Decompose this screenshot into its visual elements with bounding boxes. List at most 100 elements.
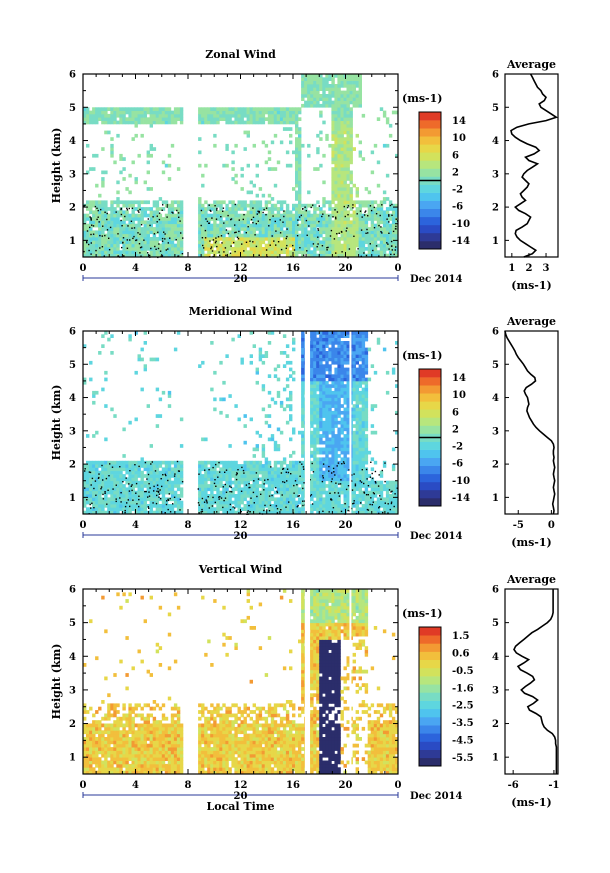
heatmap-cell <box>388 243 393 248</box>
heatmap-cell <box>240 207 244 211</box>
heatmap-cell <box>249 477 253 482</box>
heatmap-cell <box>343 243 347 248</box>
heatmap-cell <box>231 467 235 472</box>
heatmap-cell <box>225 243 229 248</box>
heatmap-cell <box>298 133 302 138</box>
heatmap-cell <box>261 107 266 111</box>
heatmap-cell <box>119 460 123 465</box>
heatmap-cell <box>316 347 320 352</box>
heatmap-cell <box>210 203 214 208</box>
heatmap-cell <box>101 200 105 205</box>
heatmap-cell <box>243 237 247 241</box>
heatmap-cell <box>246 240 250 245</box>
heatmap-cell <box>149 444 153 448</box>
heatmap-cell <box>198 497 202 502</box>
zero-contour-mark <box>252 216 255 218</box>
heatmap-cell <box>198 233 202 238</box>
heatmap-cell <box>346 160 350 165</box>
heatmap-cell <box>228 223 232 228</box>
heatmap-cell <box>276 477 281 482</box>
heatmap-cell <box>355 103 359 108</box>
heatmap-cell <box>167 460 172 465</box>
heatmap-cell <box>325 394 329 398</box>
heatmap-cell <box>264 213 269 218</box>
heatmap-cell <box>301 417 305 422</box>
zero-contour-mark <box>378 224 380 227</box>
heatmap-cell <box>298 510 302 515</box>
heatmap-cell <box>352 87 356 91</box>
heatmap-cell <box>337 470 341 475</box>
heatmap-cell <box>95 247 99 251</box>
zero-contour-mark <box>200 224 202 227</box>
heatmap-cell <box>122 157 126 161</box>
heatmap-cell <box>179 213 184 218</box>
heatmap-cell <box>83 380 87 385</box>
heatmap-cell <box>173 207 178 211</box>
heatmap-cell <box>298 197 302 201</box>
heatmap-cell <box>334 230 338 235</box>
heatmap-cell <box>95 213 99 218</box>
heatmap-cell <box>122 167 126 171</box>
heatmap-cell <box>240 227 244 231</box>
heatmap-cell <box>334 354 338 358</box>
heatmap-cell <box>334 397 338 402</box>
y-tick-label: 2 <box>69 203 76 214</box>
heatmap-cell <box>331 344 335 348</box>
zero-contour-mark <box>252 241 254 243</box>
heatmap-cell <box>279 120 284 125</box>
heatmap-cell <box>310 103 314 108</box>
heatmap-cell <box>295 127 299 131</box>
heatmap-cell <box>243 243 247 248</box>
heatmap-cell <box>213 217 217 221</box>
heatmap-cell <box>337 437 341 442</box>
heatmap-cell <box>164 504 169 508</box>
heatmap-cell <box>340 163 344 168</box>
heatmap-cell <box>164 223 169 228</box>
heatmap-cell <box>337 147 341 151</box>
zero-contour-mark <box>227 214 229 217</box>
heatmap-cell <box>143 480 147 485</box>
heatmap-cell <box>249 510 253 515</box>
heatmap-cell <box>110 253 114 258</box>
heatmap-cell <box>379 247 384 251</box>
zero-contour-mark <box>286 235 288 238</box>
heatmap-cell <box>170 227 175 231</box>
heatmap-cell <box>240 117 244 121</box>
heatmap-cell <box>382 210 387 215</box>
zero-contour-mark <box>275 244 277 246</box>
heatmap-cell <box>346 444 350 448</box>
heatmap-cell <box>298 107 302 111</box>
heatmap-cell <box>276 233 281 238</box>
heatmap-cell <box>219 480 223 485</box>
heatmap-cell <box>298 223 302 228</box>
heatmap-cell <box>252 470 256 475</box>
heatmap-cell <box>298 163 302 168</box>
heatmap-cell <box>322 480 326 485</box>
heatmap-cell <box>110 477 114 482</box>
heatmap-cell <box>391 110 396 115</box>
heatmap-cell <box>385 223 390 228</box>
heatmap-cell <box>313 84 317 88</box>
heatmap-cell <box>131 110 135 115</box>
heatmap-cell <box>131 484 135 488</box>
heatmap-cell <box>337 137 341 141</box>
heatmap-cell <box>346 217 350 221</box>
heatmap-cell <box>249 200 253 205</box>
heatmap-cell <box>334 153 338 158</box>
heatmap-cell <box>334 390 338 395</box>
zero-contour-mark <box>296 235 299 237</box>
heatmap-cell <box>349 243 353 248</box>
heatmap-cell <box>140 120 144 125</box>
heatmap-cell <box>89 120 93 125</box>
heatmap-cell <box>149 464 153 468</box>
heatmap-cell <box>358 207 362 211</box>
zero-contour-mark <box>229 252 232 254</box>
heatmap-cell <box>358 74 362 78</box>
heatmap-cell <box>255 480 259 485</box>
heatmap-cell <box>273 203 278 208</box>
heatmap-cell <box>107 240 111 245</box>
heatmap-cell <box>246 223 250 228</box>
heatmap-cell <box>125 210 129 215</box>
heatmap-cell <box>325 417 329 422</box>
heatmap-cell <box>352 487 356 492</box>
